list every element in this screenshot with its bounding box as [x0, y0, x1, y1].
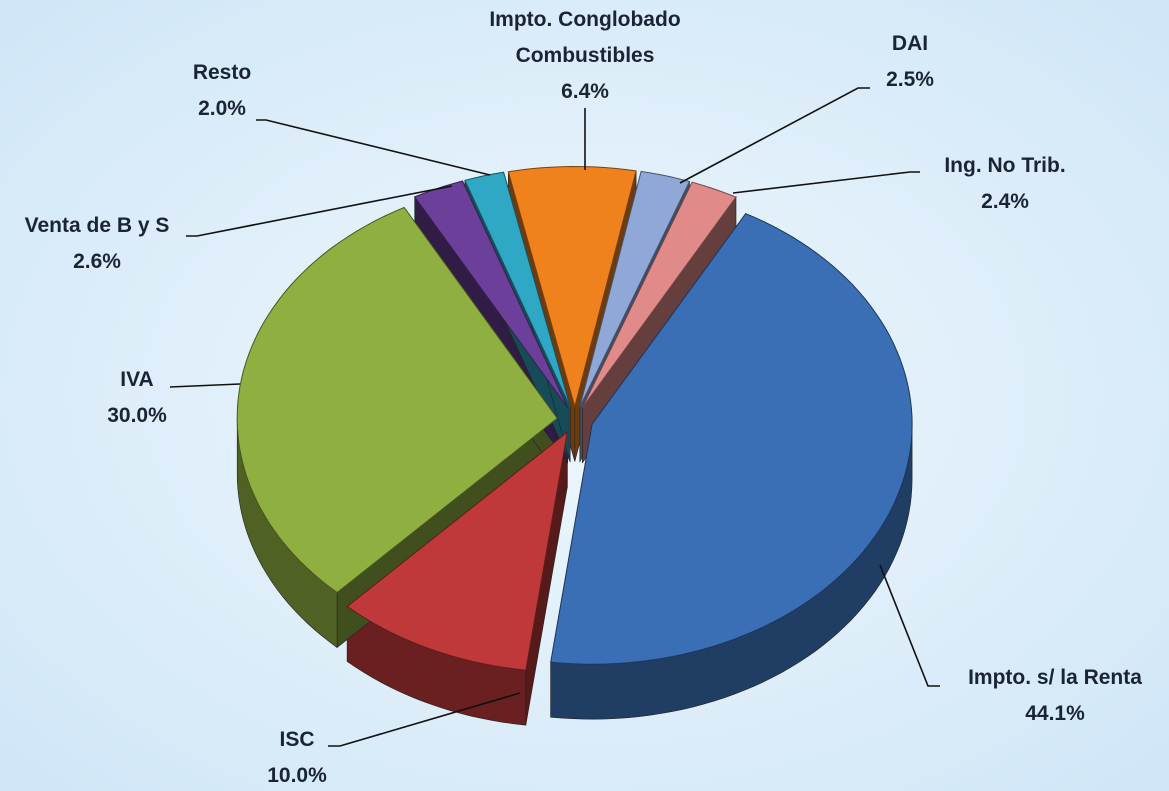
category-label: Resto — [192, 61, 252, 84]
slice-label: Venta de B y S 2.6% — [0, 208, 197, 280]
value-label: 44.1% — [1025, 702, 1085, 725]
leader-line — [679, 87, 870, 184]
category-label: Venta de B y S — [24, 214, 170, 237]
category-label: Impto. s/ la Renta — [968, 666, 1142, 689]
value-label: 10.0% — [267, 764, 327, 787]
slice-label: Ing. No Trib. 2.4% — [905, 148, 1105, 220]
category-label: ISC — [279, 728, 315, 751]
value-label: 2.0% — [198, 97, 246, 120]
value-label: 2.4% — [981, 190, 1029, 213]
slice-label: Resto 2.0% — [152, 55, 292, 127]
slice — [579, 170, 691, 408]
slice — [236, 206, 558, 594]
leader-line — [732, 171, 920, 194]
value-label: 2.5% — [886, 68, 934, 91]
leader-line — [186, 185, 453, 237]
value-label: 6.4% — [561, 80, 609, 103]
slice — [581, 181, 737, 408]
leader-line — [328, 692, 521, 747]
slice-label: ISC 10.0% — [227, 722, 367, 791]
slice — [346, 430, 569, 671]
category-label: DAI — [891, 32, 929, 55]
leader-line — [256, 119, 491, 176]
slice-label: Impto. Conglobado Combustibles 6.4% — [465, 2, 705, 110]
value-label: 30.0% — [107, 404, 167, 427]
leader-line — [879, 564, 940, 687]
category-label: Impto. Conglobado Combustibles — [489, 8, 681, 67]
slice-label: DAI 2.5% — [830, 26, 990, 98]
category-label: IVA — [120, 368, 154, 391]
slice — [507, 165, 637, 409]
value-label: 2.6% — [73, 250, 121, 273]
slice — [464, 171, 571, 408]
leader-line — [169, 383, 241, 388]
slice — [550, 212, 913, 665]
category-label: Ing. No Trib. — [944, 154, 1066, 177]
slice-label: Impto. s/ la Renta 44.1% — [935, 660, 1169, 732]
slice-label: IVA 30.0% — [67, 362, 207, 434]
